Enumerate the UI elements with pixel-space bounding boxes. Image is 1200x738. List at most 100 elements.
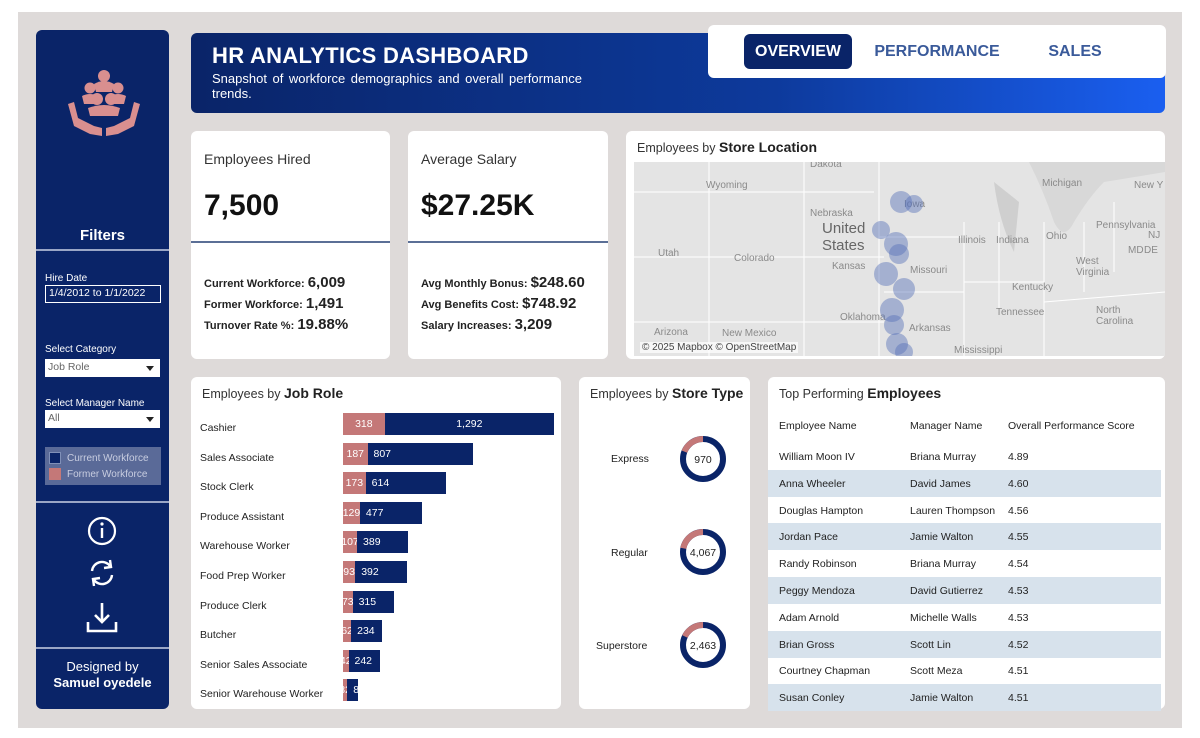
divider [408, 241, 608, 243]
store-marker [880, 298, 904, 322]
bar-former[interactable]: 42 [340, 649, 352, 672]
map-label: Colorado [734, 253, 775, 264]
store-location-map[interactable]: Dakota Wyoming Michigan New Y Nebraska U… [634, 162, 1165, 356]
table-row[interactable]: Randy Robinson Briana Murray 4.54 [768, 550, 1161, 577]
bar-current[interactable]: 82 [347, 679, 365, 702]
donut-former-segment[interactable] [677, 433, 729, 485]
bar-former[interactable]: 62 [341, 620, 353, 643]
hire-date-label: Hire Date [45, 273, 88, 284]
bar-former-label: 129 [342, 506, 361, 519]
bar-current[interactable]: 477 [359, 501, 423, 524]
manager-label: Select Manager Name [45, 398, 145, 409]
map-attribution[interactable]: © 2025 Mapbox © OpenStreetMap [640, 342, 799, 353]
map-label: Iowa [904, 199, 926, 210]
table-row[interactable]: Anna Wheeler David James 4.60 [768, 469, 1161, 497]
bar-current[interactable]: 389 [357, 531, 408, 554]
table-row[interactable]: Peggy Mendoza David Gutierrez 4.53 [768, 577, 1161, 604]
refresh-icon[interactable] [85, 556, 119, 590]
map-label: Missouri [910, 265, 948, 276]
table-row: Butcher 62 234 [191, 617, 561, 643]
card-title-prefix: Top Performing [779, 387, 864, 401]
manager-select[interactable]: All [45, 410, 160, 428]
bar-current[interactable]: 392 [355, 561, 407, 583]
table-row[interactable]: Jordan Pace Jamie Walton 4.55 [768, 523, 1161, 551]
bar-current-label: 477 [365, 506, 384, 519]
designer-credit: Designed by Samuel oyedele [36, 659, 169, 691]
category-select[interactable]: Job Role [45, 359, 160, 377]
hire-date-range[interactable]: 1/4/2012 to 1/1/2022 [45, 285, 161, 303]
kpi-detail-label: Avg Monthly Bonus: [421, 278, 528, 290]
divider [191, 241, 390, 243]
map-label: United [822, 220, 866, 237]
bar-current[interactable]: 807 [367, 442, 474, 465]
bar-former-label: 73 [341, 595, 354, 608]
manager-name-cell: Jamie Walton [910, 531, 974, 544]
bar-former[interactable]: 93 [343, 561, 356, 583]
job-role-card: Employees by Job Role Cashier 318 1,292 Sal… [191, 377, 561, 709]
table-row: Senior Sales Associate 42 242 [191, 647, 561, 672]
table-row[interactable]: Courtney Chapman Scott Meza 4.51 [768, 657, 1161, 684]
legend-current[interactable]: Current Workforce [49, 450, 157, 466]
bar-current-label: 392 [361, 566, 379, 578]
legend-former[interactable]: Former Workforce [49, 466, 157, 482]
bar-former[interactable]: 73 [341, 590, 354, 613]
people-care-icon [68, 70, 140, 136]
table-row[interactable]: Adam Arnold Michelle Walls 4.53 [768, 604, 1161, 631]
score-cell: 4.56 [1008, 504, 1029, 517]
kpi-detail-value: 6,009 [307, 274, 346, 291]
bar-current[interactable]: 315 [352, 590, 394, 613]
card-title: Employees by Store Type [590, 385, 743, 401]
tab-sales[interactable]: SALES [1048, 42, 1102, 60]
filters-title: Filters [79, 227, 125, 244]
table-row[interactable]: Brian Gross Scott Lin 4.52 [768, 630, 1161, 658]
bar-current[interactable]: 234 [351, 620, 382, 643]
table-row[interactable]: Douglas Hampton Lauren Thompson 4.56 [768, 497, 1161, 524]
kpi-title: Employees Hired [204, 151, 311, 167]
map-label: New Mexico [722, 328, 777, 339]
bar-former[interactable]: 32 [339, 679, 351, 702]
store-type-label: Regular [611, 547, 648, 559]
map-label: Arizona [654, 327, 688, 338]
map-label: New Y [1134, 180, 1164, 191]
column-header[interactable]: Employee Name [779, 420, 857, 432]
legend-swatch-former [49, 468, 61, 480]
card-title-prefix: Employees by [202, 387, 281, 401]
bar-former[interactable]: 129 [342, 501, 361, 524]
bar-current[interactable]: 1,292 [384, 413, 554, 435]
job-role-label: Stock Clerk [200, 481, 254, 494]
job-role-label: Produce Clerk [200, 599, 267, 612]
job-role-label: Senior Warehouse Worker [200, 688, 324, 701]
employee-name-cell: Douglas Hampton [779, 504, 864, 517]
download-icon[interactable] [85, 600, 119, 634]
table-row[interactable]: William Moon IV Briana Murray 4.89 [768, 443, 1161, 470]
designer-name: Samuel oyedele [53, 675, 152, 690]
map-label: Wyoming [706, 180, 748, 191]
table-row: Food Prep Worker 93 392 [191, 558, 561, 583]
column-header[interactable]: Manager Name [910, 420, 983, 432]
map-label: Indiana [996, 235, 1029, 246]
info-icon[interactable] [85, 514, 119, 548]
store-marker [890, 191, 912, 213]
map-label: West Virginia [1076, 256, 1110, 278]
tab-overview[interactable]: OVERVIEW [744, 34, 852, 69]
table-row[interactable]: Susan Conley Jamie Walton 4.51 [768, 684, 1161, 712]
bar-former[interactable]: 318 [343, 413, 385, 435]
kpi-detail-label: Current Workforce: [204, 278, 305, 290]
bar-former[interactable]: 187 [343, 442, 368, 465]
tab-performance[interactable]: PERFORMANCE [874, 42, 1000, 60]
chevron-down-icon [146, 417, 154, 422]
kpi-value: $27.25K [421, 189, 535, 222]
kpi-detail-benefits: Avg Benefits Cost: $748.92 [421, 295, 576, 312]
bar-current[interactable]: 242 [348, 649, 381, 672]
table-row: Senior Warehouse Worker 32 82 [191, 676, 561, 702]
bar-former[interactable]: 173 [343, 472, 366, 495]
column-header[interactable]: Overall Performance Score [1008, 420, 1135, 432]
bar-current-label: 1,292 [456, 418, 483, 430]
store-marker [895, 343, 913, 356]
bar-former[interactable]: 107 [341, 531, 359, 554]
store-marker [886, 333, 908, 355]
employee-name-cell: Brian Gross [779, 638, 835, 651]
kpi-title: Average Salary [421, 151, 517, 167]
chevron-down-icon [146, 366, 154, 371]
bar-current[interactable]: 614 [365, 472, 447, 495]
